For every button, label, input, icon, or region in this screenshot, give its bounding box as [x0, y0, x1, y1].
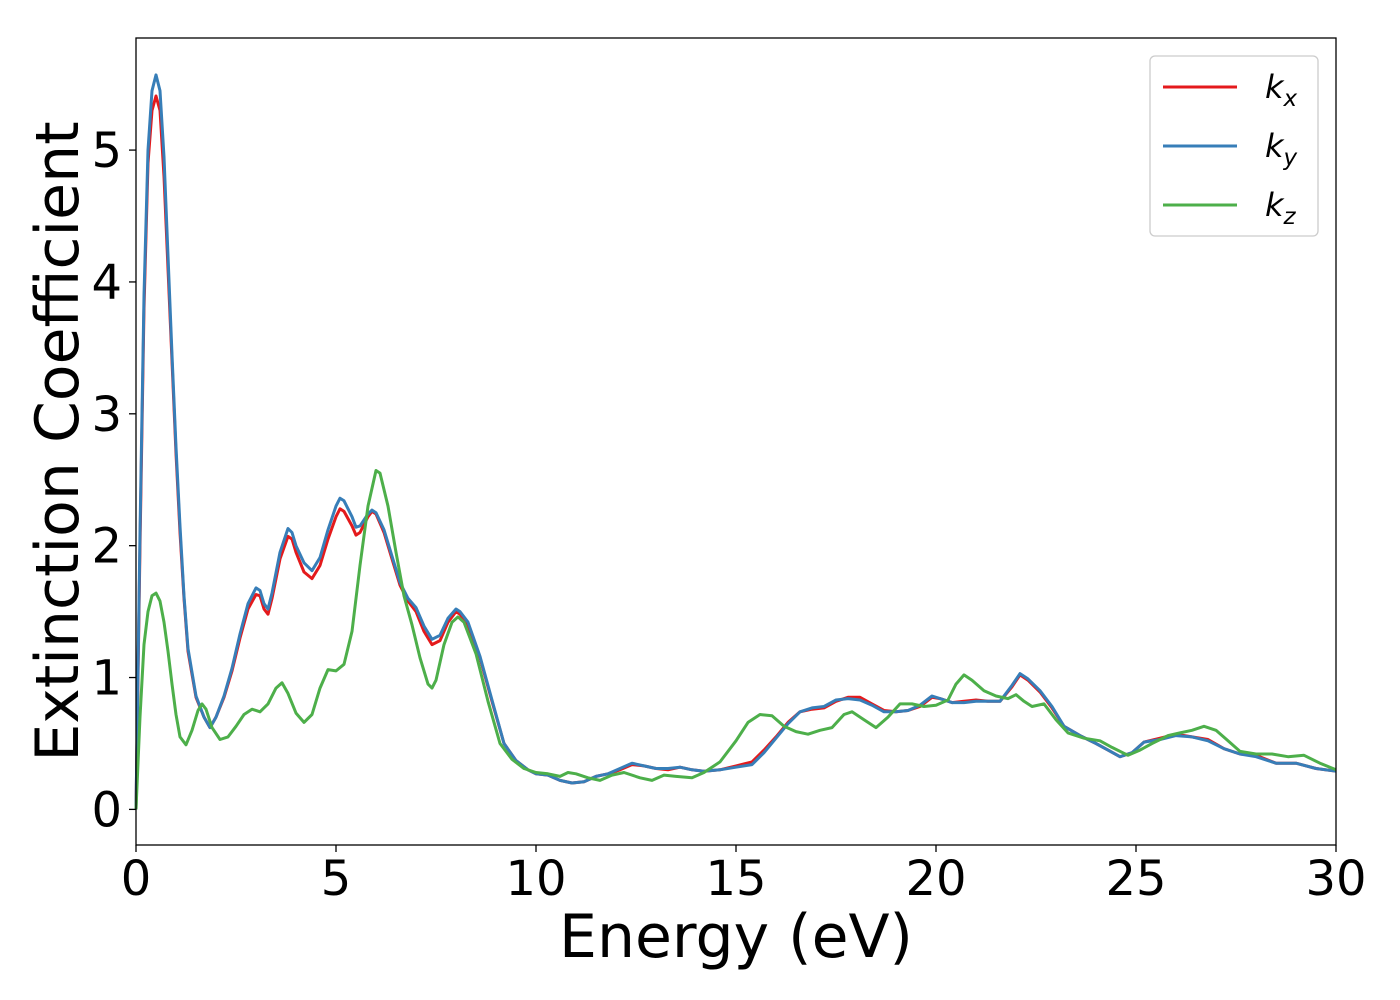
- series-line-kz: [134, 469, 1337, 810]
- y-tick-label: 0: [91, 782, 122, 838]
- y-tick-label: 1: [91, 651, 122, 707]
- y-tick-label: 3: [91, 387, 122, 443]
- x-tick-label: 30: [1305, 851, 1366, 907]
- legend-label-kx: kx: [1265, 68, 1298, 112]
- y-tick-label: 2: [91, 519, 122, 575]
- x-tick-label: 25: [1105, 851, 1166, 907]
- x-axis: 0 5 10 15 20 25 30: [121, 845, 1367, 907]
- legend-subscript: y: [1283, 145, 1298, 171]
- y-axis: 0 1 2 3 4 5: [91, 123, 136, 838]
- x-axis-title: Energy (eV): [559, 902, 913, 972]
- legend-symbol: k: [1265, 68, 1285, 106]
- x-tick-label: 0: [121, 851, 152, 907]
- legend-symbol: k: [1265, 127, 1285, 165]
- legend-label-kz: kz: [1265, 186, 1297, 230]
- x-tick-label: 5: [321, 851, 352, 907]
- legend-symbol: k: [1265, 186, 1285, 224]
- y-tick-label: 4: [91, 255, 122, 311]
- series-layer: [134, 73, 1337, 810]
- x-tick-label: 20: [905, 851, 966, 907]
- y-axis-title: Extinction Coefficient: [23, 121, 93, 761]
- legend-label-ky: ky: [1265, 127, 1298, 171]
- legend-subscript: x: [1283, 86, 1298, 112]
- x-tick-label: 10: [505, 851, 566, 907]
- x-tick-label: 15: [705, 851, 766, 907]
- legend-subscript: z: [1283, 204, 1297, 230]
- y-tick-label: 5: [91, 123, 122, 179]
